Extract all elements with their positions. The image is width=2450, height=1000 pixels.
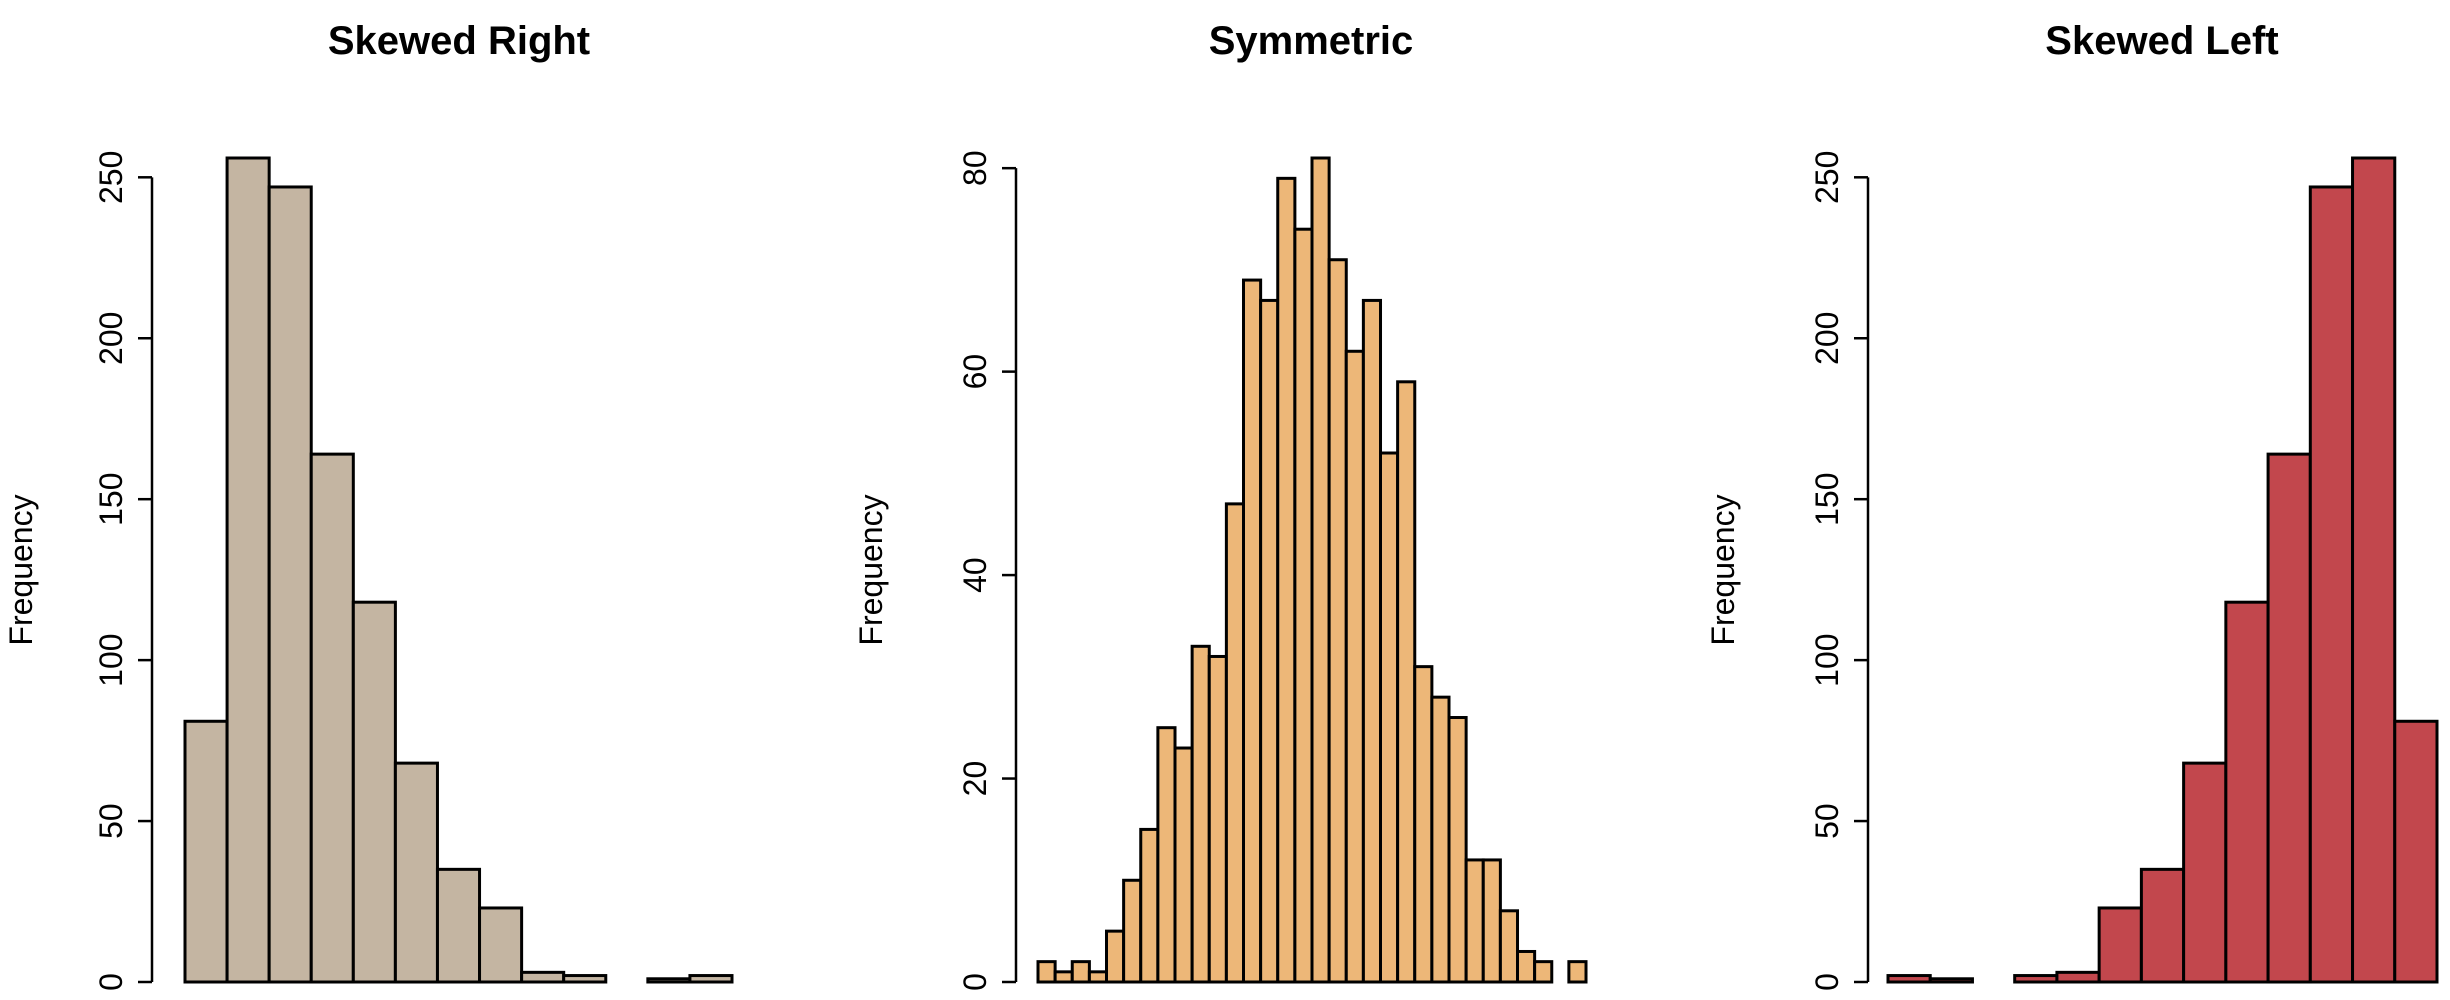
histogram-bar <box>435 867 482 984</box>
histogram-bar <box>225 156 271 984</box>
histogram-bar <box>1139 827 1160 984</box>
histogram-bar <box>1293 227 1314 984</box>
histogram-bar <box>1379 451 1400 984</box>
histogram-bar <box>2393 719 2439 984</box>
panel-skewed-right: Skewed Right Frequency 0 50 100 150 200 250 <box>3 19 734 991</box>
histogram-bar <box>1276 176 1297 984</box>
y-tick-label: 80 <box>957 150 993 186</box>
y-tick-label: 150 <box>1809 472 1845 525</box>
histogram-bar <box>1224 502 1246 984</box>
y-tick-label: 250 <box>1809 151 1845 204</box>
y-tick-label: 200 <box>93 312 129 365</box>
histogram-bar <box>1447 716 1468 984</box>
panel-skewed-left: Skewed Left Frequency 0 50 100 150 200 250 <box>1705 19 2439 991</box>
histogram-bar <box>1070 960 1091 984</box>
y-axis-label: Frequency <box>3 494 39 645</box>
y-tick-label: 200 <box>1809 312 1845 365</box>
histogram-bar <box>1242 278 1263 984</box>
histogram-bar <box>2266 452 2312 984</box>
histogram-bar <box>1310 156 1331 984</box>
y-tick-label: 40 <box>957 557 993 593</box>
histogram-bar <box>1481 858 1502 984</box>
histogram-bar <box>2351 156 2397 984</box>
histogram-bar <box>2097 906 2143 984</box>
histogram-bar <box>2224 600 2270 984</box>
histogram-bar <box>478 906 524 984</box>
y-tick-label: 100 <box>1809 633 1845 686</box>
y-tick-label: 0 <box>957 973 993 991</box>
histogram-bar <box>1207 654 1228 984</box>
chart-title: Skewed Left <box>2045 19 2278 63</box>
histogram-bar <box>646 977 692 984</box>
histogram-bar <box>393 761 439 984</box>
histogram-bar <box>267 185 313 984</box>
histogram-bar <box>2139 867 2186 984</box>
histogram-bar <box>1087 970 1109 984</box>
histogram-bar <box>1928 977 1974 984</box>
histogram-bar <box>520 970 566 984</box>
histogram-bar <box>1516 949 1537 984</box>
histogram-bar <box>2308 185 2355 984</box>
histogram-bar <box>1053 970 1074 984</box>
y-axis-label: Frequency <box>853 494 889 645</box>
histogram-bar <box>351 600 397 984</box>
histogram-bar <box>1344 349 1365 984</box>
histogram-bar <box>2013 974 2059 984</box>
histogram-bar <box>309 452 355 984</box>
histogram-bar <box>1156 726 1177 984</box>
histogram-bar <box>1498 909 1520 984</box>
histogram-bar <box>1190 644 1211 984</box>
y-tick-label: 50 <box>93 803 129 839</box>
histogram-bar <box>2182 761 2228 984</box>
histogram-bar <box>562 974 608 984</box>
y-tick-label: 150 <box>93 472 129 525</box>
y-tick-label: 50 <box>1809 803 1845 839</box>
chart-title: Symmetric <box>1209 19 1414 63</box>
y-axis-label: Frequency <box>1705 494 1741 645</box>
histogram-bar <box>2055 970 2101 984</box>
y-tick-label: 250 <box>93 151 129 204</box>
y-tick-label: 100 <box>93 633 129 686</box>
y-tick-label: 0 <box>93 973 129 991</box>
y-tick-label: 20 <box>957 761 993 797</box>
histogram-bar <box>1036 960 1057 984</box>
histogram-bar <box>1464 858 1485 984</box>
histogram-bar <box>1886 974 1932 984</box>
histogram-bar <box>1122 878 1143 984</box>
histogram-bar <box>183 719 229 984</box>
histogram-bar <box>1413 665 1434 984</box>
histogram-bar <box>1361 298 1383 984</box>
histogram-bar <box>1259 298 1280 984</box>
chart-title: Skewed Right <box>328 19 590 63</box>
panel-symmetric: Symmetric Frequency 0 20 40 60 80 <box>853 19 1588 991</box>
histogram-bar <box>1396 380 1417 984</box>
histogram-bar <box>1533 960 1554 984</box>
histogram-bar <box>1173 746 1194 984</box>
histogram-bar <box>1327 258 1348 984</box>
y-tick-label: 60 <box>957 354 993 390</box>
histogram-bar <box>688 974 734 984</box>
histogram-bar <box>1567 960 1588 984</box>
histogram-bar <box>1105 929 1126 984</box>
y-tick-label: 0 <box>1809 973 1845 991</box>
histogram-bar <box>1430 695 1451 984</box>
